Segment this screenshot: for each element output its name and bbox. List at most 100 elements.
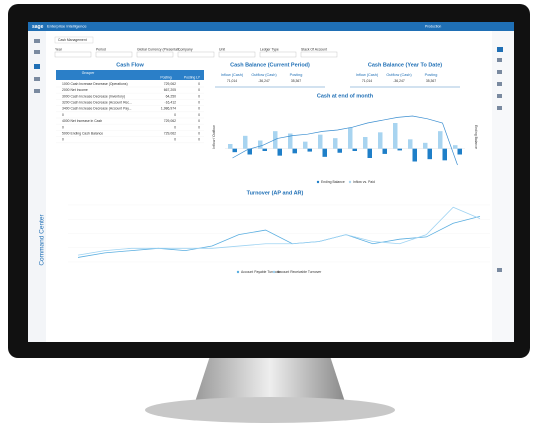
column-header: Posting LY bbox=[184, 75, 201, 79]
axis-label: Ending Balance bbox=[474, 125, 478, 149]
kpi-value: -36,247 bbox=[258, 79, 270, 83]
turnover-line bbox=[77, 216, 481, 258]
side-label: Command Center bbox=[39, 214, 46, 266]
legend-label: Ending Balance bbox=[321, 180, 345, 184]
outflow-bar bbox=[382, 148, 387, 154]
product: Enterprise Intelligence bbox=[47, 24, 87, 29]
outflow-bar bbox=[367, 148, 372, 158]
ending-line bbox=[232, 115, 458, 166]
inflow-bar bbox=[228, 144, 233, 149]
inflow-bar bbox=[258, 140, 263, 149]
column-header: Grouper bbox=[82, 71, 95, 75]
row-label: 0 bbox=[62, 138, 64, 142]
inflow-bar bbox=[333, 138, 338, 149]
inflow-bar bbox=[348, 127, 353, 149]
cell-value: 64,250 bbox=[166, 94, 176, 98]
outflow-bar bbox=[232, 148, 237, 153]
outflow-bar bbox=[412, 148, 417, 162]
legend-swatch bbox=[236, 270, 240, 274]
kpi-value: -36,247 bbox=[393, 79, 405, 83]
row-label: 0 bbox=[62, 125, 64, 129]
legend-label: Inflow vs. Paid bbox=[353, 180, 375, 184]
cell-value: 667,205 bbox=[164, 88, 176, 92]
inflow-bar bbox=[273, 131, 278, 149]
kpi-label: Inflow (Cash) bbox=[356, 73, 379, 77]
cell-value: 0 bbox=[198, 107, 200, 111]
sidebar-icons[interactable] bbox=[34, 39, 503, 272]
cell-value: 0 bbox=[198, 113, 200, 117]
cell-value: 0 bbox=[198, 131, 200, 135]
outflow-bar bbox=[337, 148, 342, 153]
filter-dropdown[interactable] bbox=[259, 51, 297, 58]
page-tab[interactable] bbox=[54, 36, 94, 44]
row-label: 3200 Cash Increase Decrease (Account Rec… bbox=[62, 100, 132, 104]
cell-value: 729,062 bbox=[164, 82, 176, 86]
outflow-bar bbox=[262, 148, 267, 151]
cell-value: 0 bbox=[198, 100, 200, 104]
kpi-value: 35,367 bbox=[426, 79, 436, 83]
cell-value: 1,986,974 bbox=[161, 107, 176, 111]
panel-title: Cash Flow bbox=[116, 62, 144, 68]
cell-value: 0 bbox=[198, 82, 200, 86]
outflow-bar bbox=[457, 148, 462, 155]
row-label: 1000 Cash Increase Decrease (Operations) bbox=[62, 82, 128, 86]
filter-dropdown[interactable] bbox=[300, 51, 338, 58]
cell-value: 0 bbox=[174, 113, 176, 117]
outflow-bar bbox=[352, 148, 357, 151]
cell-value: 729,062 bbox=[164, 119, 176, 123]
outflow-bar bbox=[322, 148, 327, 157]
filter-dropdown[interactable] bbox=[95, 51, 133, 58]
right-sidebar bbox=[492, 31, 514, 342]
inflow-bar bbox=[423, 142, 428, 149]
kpi-label: Inflow (Cash) bbox=[221, 73, 244, 77]
legend-label: Account Receivable Turnover bbox=[277, 270, 322, 274]
top-bar bbox=[28, 22, 514, 31]
inflow-bar bbox=[243, 135, 248, 149]
filter-dropdown[interactable] bbox=[177, 51, 215, 58]
user[interactable]: Production bbox=[425, 24, 441, 28]
kpi-label: Posting bbox=[290, 73, 303, 77]
stand-base bbox=[145, 397, 395, 423]
panel-title: Cash at end of month bbox=[317, 93, 374, 99]
kpi-label: Outflow (Cash) bbox=[251, 73, 277, 77]
inflow-bar bbox=[453, 145, 458, 149]
filter-label: Global Currency (Presentati… bbox=[137, 47, 182, 51]
legend-swatch bbox=[272, 270, 276, 274]
inflow-bar bbox=[303, 141, 308, 149]
outflow-bar bbox=[397, 148, 402, 151]
kpi-label: Posting bbox=[425, 73, 438, 77]
brand: sage bbox=[32, 24, 44, 30]
outflow-bar bbox=[292, 148, 297, 154]
inflow-bar bbox=[393, 123, 398, 149]
panel-title: Cash Balance (Year To Date) bbox=[368, 62, 442, 68]
filter-label: Ledger Type bbox=[260, 47, 279, 51]
inflow-bar bbox=[378, 132, 383, 149]
kpi-value: 71,014 bbox=[227, 79, 237, 83]
legend-swatch bbox=[348, 180, 352, 184]
row-label: 2000 Net Income bbox=[62, 88, 88, 92]
outflow-bar bbox=[427, 148, 432, 160]
inflow-bar bbox=[408, 139, 413, 149]
axis-label: Inflow / Outflow bbox=[212, 125, 216, 149]
row-label: 3000 Cash Increase Decrease (Inventory) bbox=[62, 94, 125, 98]
left-sidebar bbox=[28, 31, 46, 342]
filter-dropdown[interactable] bbox=[54, 51, 92, 58]
stand-neck bbox=[195, 356, 345, 402]
outflow-bar bbox=[442, 148, 447, 161]
filter-dropdown[interactable] bbox=[218, 51, 256, 58]
inflow-bar bbox=[288, 133, 293, 149]
row-label: 3400 Cash Increase Decrease (Account Pay… bbox=[62, 107, 132, 111]
filter-label: Stack Of Account bbox=[301, 47, 327, 51]
panel-title: Cash Balance (Current Period) bbox=[230, 62, 310, 68]
row-label: 0 bbox=[62, 113, 64, 117]
cell-value: -16,412 bbox=[165, 100, 177, 104]
row-label: 5000 Ending Cash Balance bbox=[62, 131, 103, 135]
panel-title: Turnover (AP and AR) bbox=[247, 190, 304, 196]
filter-dropdown[interactable] bbox=[136, 51, 174, 58]
filter-label: Period bbox=[96, 47, 106, 51]
kpi-value: 35,367 bbox=[291, 79, 301, 83]
page-title: Cash Management bbox=[58, 38, 87, 42]
column-header: Posting bbox=[160, 75, 171, 79]
cell-value: 0 bbox=[198, 119, 200, 123]
